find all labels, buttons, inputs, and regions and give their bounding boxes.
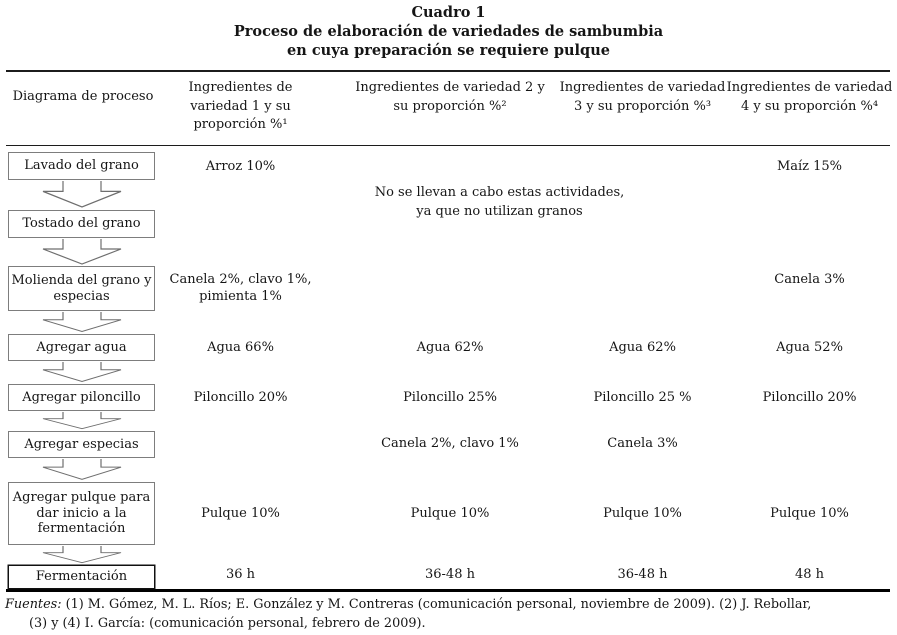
table-title: Cuadro 1 Proceso de elaboración de varie… xyxy=(0,3,897,60)
cell-no-grain-note: No se llevan a cabo estas actividades, y… xyxy=(374,185,625,219)
cell-agua-variedad4: Agua 52% xyxy=(776,340,843,355)
footer-sources: Fuentes: (1) M. Gómez, M. L. Ríos; E. Go… xyxy=(5,595,893,633)
cell-agua-variedad2: Agua 62% xyxy=(416,340,484,355)
cell-agua-variedad3: Agua 62% xyxy=(609,340,676,355)
header-col-variedad-3: Ingredientes de variedad 3 y su proporci… xyxy=(559,80,726,114)
down-arrow-icon xyxy=(39,362,125,383)
cell-fermentacion-variedad4: 48 h xyxy=(794,567,825,582)
footer-sources-label: Fuentes: xyxy=(5,597,62,612)
header-col-diagrama: Diagrama de proceso xyxy=(12,89,154,104)
top-rule xyxy=(6,70,890,72)
table-title-line1: Proceso de elaboración de variedades de … xyxy=(233,23,664,40)
down-arrow-icon xyxy=(39,181,125,209)
table-title-line2: en cuya preparación se requiere pulque xyxy=(287,42,610,59)
cell-molienda-variedad1: Canela 2%, clavo 1%, pimienta 1% xyxy=(169,272,312,304)
flow-box-fermentacion: Fermentación xyxy=(8,565,155,589)
cell-pulque-variedad3: Pulque 10% xyxy=(603,506,682,521)
flow-box-molienda: Molienda del grano y especias xyxy=(8,266,155,311)
cell-agua-variedad1: Agua 66% xyxy=(207,340,274,355)
down-arrow-icon xyxy=(39,412,125,430)
cell-piloncillo-variedad2: Piloncillo 25% xyxy=(403,390,497,405)
cell-fermentacion-variedad2: 36-48 h xyxy=(425,567,475,582)
flow-box-piloncillo: Agregar piloncillo xyxy=(8,384,155,411)
down-arrow-icon xyxy=(39,239,125,266)
cell-especias-variedad2: Canela 2%, clavo 1% xyxy=(381,436,519,451)
cell-piloncillo-variedad3: Piloncillo 25 % xyxy=(593,390,692,405)
down-arrow-icon xyxy=(39,546,125,564)
header-col-variedad-1: Ingredientes de variedad 1 y su proporci… xyxy=(188,80,293,132)
flow-box-pulque: Agregar pulque para dar inicio a la ferm… xyxy=(8,482,155,545)
flow-box-especias: Agregar especias xyxy=(8,431,155,458)
table-bottom-rule xyxy=(6,589,890,592)
cell-fermentacion-variedad1: 36 h xyxy=(225,567,256,582)
flow-box-agua: Agregar agua xyxy=(8,334,155,361)
cell-pulque-variedad4: Pulque 10% xyxy=(770,506,849,521)
table-title-kicker: Cuadro 1 xyxy=(411,4,486,21)
header-col-variedad-4: Ingredientes de variedad 4 y su proporci… xyxy=(726,80,893,114)
cell-lavado-variedad4: Maíz 15% xyxy=(776,159,843,174)
cell-pulque-variedad2: Pulque 10% xyxy=(410,506,490,521)
down-arrow-icon xyxy=(39,312,125,333)
header-bottom-rule xyxy=(6,145,890,146)
cell-especias-variedad3: Canela 3% xyxy=(607,436,678,451)
cell-molienda-variedad4: Canela 3% xyxy=(774,272,845,287)
cell-pulque-variedad1: Pulque 10% xyxy=(201,506,280,521)
down-arrow-icon xyxy=(39,459,125,481)
header-col-variedad-2: Ingredientes de variedad 2 y su proporci… xyxy=(355,80,545,114)
flow-box-lavado: Lavado del grano xyxy=(8,152,155,180)
footer-sources-line2: (3) y (4) I. García: (comunicación perso… xyxy=(29,616,426,631)
footer-sources-line1: Fuentes: (1) M. Gómez, M. L. Ríos; E. Go… xyxy=(5,597,812,612)
cell-lavado-variedad1: Arroz 10% xyxy=(205,159,276,174)
flow-box-tostado: Tostado del grano xyxy=(8,210,155,238)
cell-fermentacion-variedad3: 36-48 h xyxy=(617,567,668,582)
cell-piloncillo-variedad4: Piloncillo 20% xyxy=(762,390,857,405)
cell-piloncillo-variedad1: Piloncillo 20% xyxy=(193,390,288,405)
